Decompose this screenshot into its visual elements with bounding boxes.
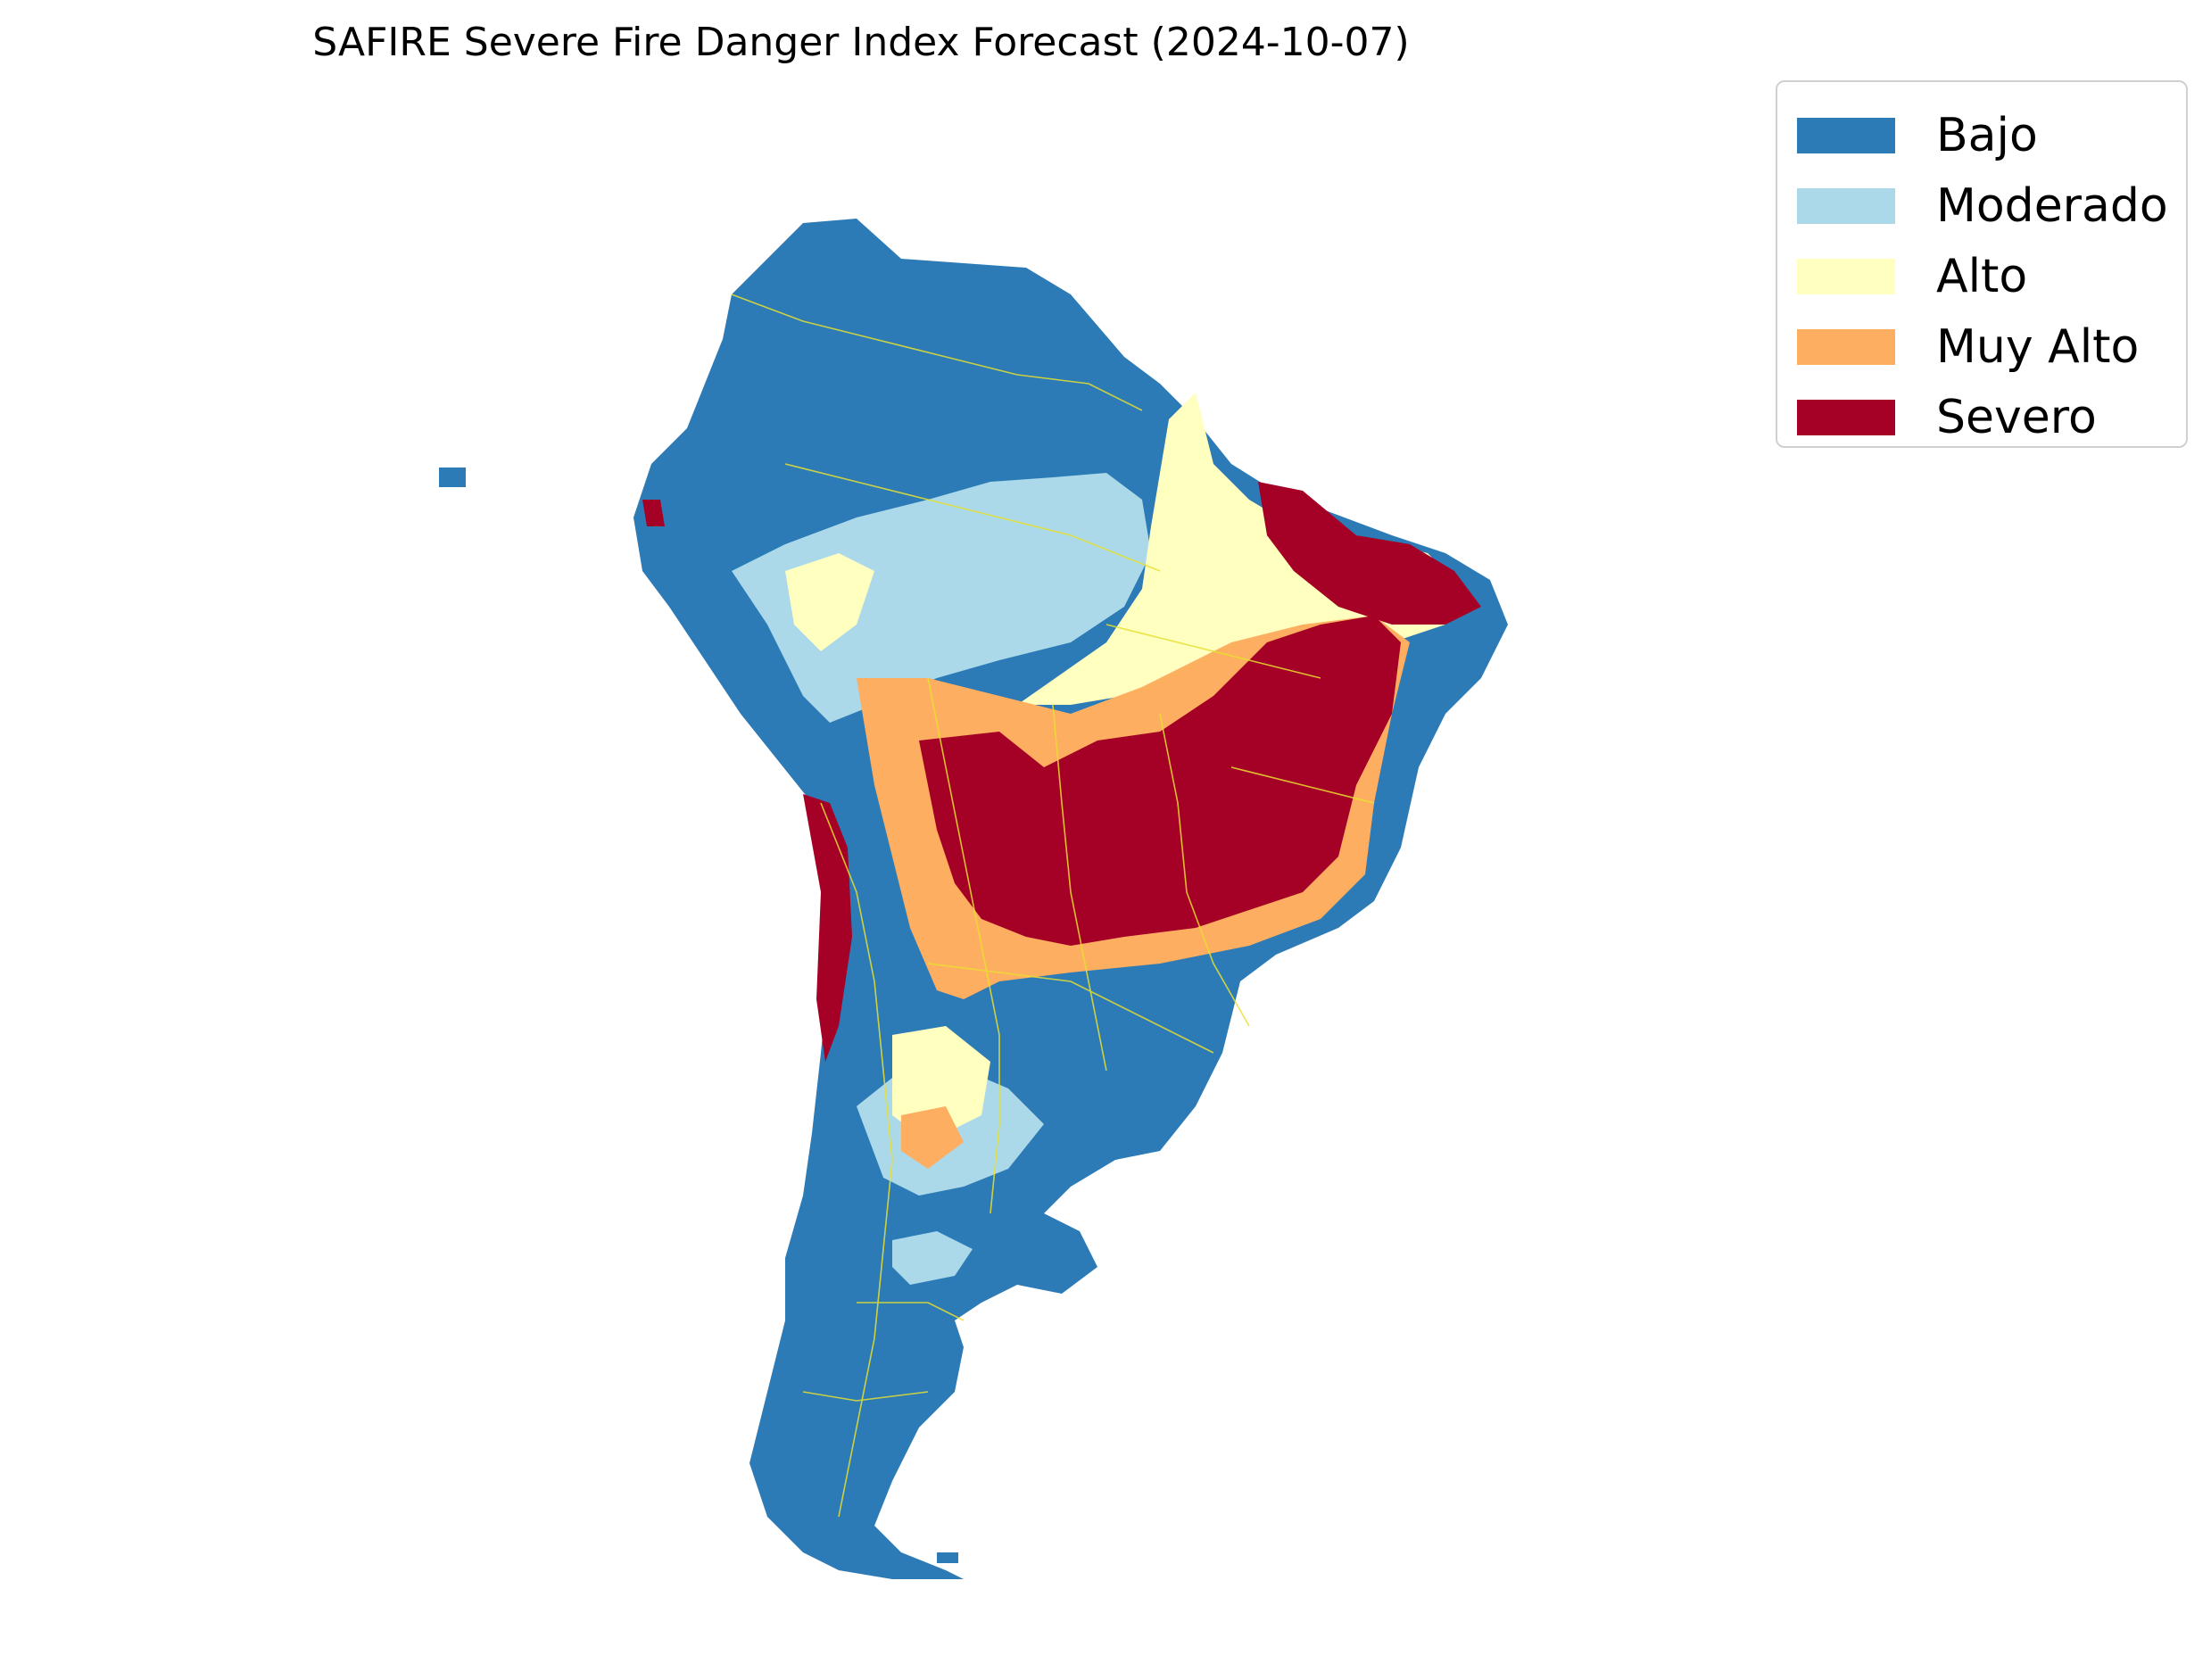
legend-label-moderado: Moderado (1936, 178, 2168, 233)
zone-severo-chile-coast (803, 794, 852, 1062)
legend-swatch-bajo (1797, 117, 1895, 153)
island-galapagos (439, 468, 466, 487)
island-falklands (937, 1552, 958, 1563)
zone-alto-west (785, 553, 874, 651)
legend-item-alto: Alto (1797, 241, 2186, 311)
legend-label-muy-alto: Muy Alto (1936, 319, 2140, 374)
legend-label-alto: Alto (1936, 249, 2028, 303)
zone-severo-core (919, 616, 1401, 946)
legend-item-bajo: Bajo (1797, 100, 2186, 170)
legend-label-bajo: Bajo (1936, 108, 2038, 162)
zone-muy-alto-south (901, 1106, 964, 1169)
legend-item-moderado: Moderado (1797, 170, 2186, 241)
zone-severo-northeast (1258, 482, 1481, 625)
legend-swatch-muy-alto (1797, 328, 1895, 365)
legend: Bajo Moderado Alto Muy Alto Severo (1776, 80, 2188, 448)
zone-moderado (732, 473, 1151, 723)
admin-borders (731, 294, 1375, 1518)
legend-item-severo: Severo (1797, 382, 2186, 452)
legend-label-severo: Severo (1936, 390, 2097, 444)
zone-moderado-patagonia (892, 1231, 973, 1285)
legend-swatch-moderado (1797, 187, 1895, 224)
legend-item-muy-alto: Muy Alto (1797, 311, 2186, 382)
legend-swatch-severo (1797, 399, 1895, 435)
legend-swatch-alto (1797, 258, 1895, 294)
map-title: SAFIRE Severe Fire Danger Index Forecast… (312, 20, 1410, 65)
zone-severo-peru (642, 500, 665, 526)
